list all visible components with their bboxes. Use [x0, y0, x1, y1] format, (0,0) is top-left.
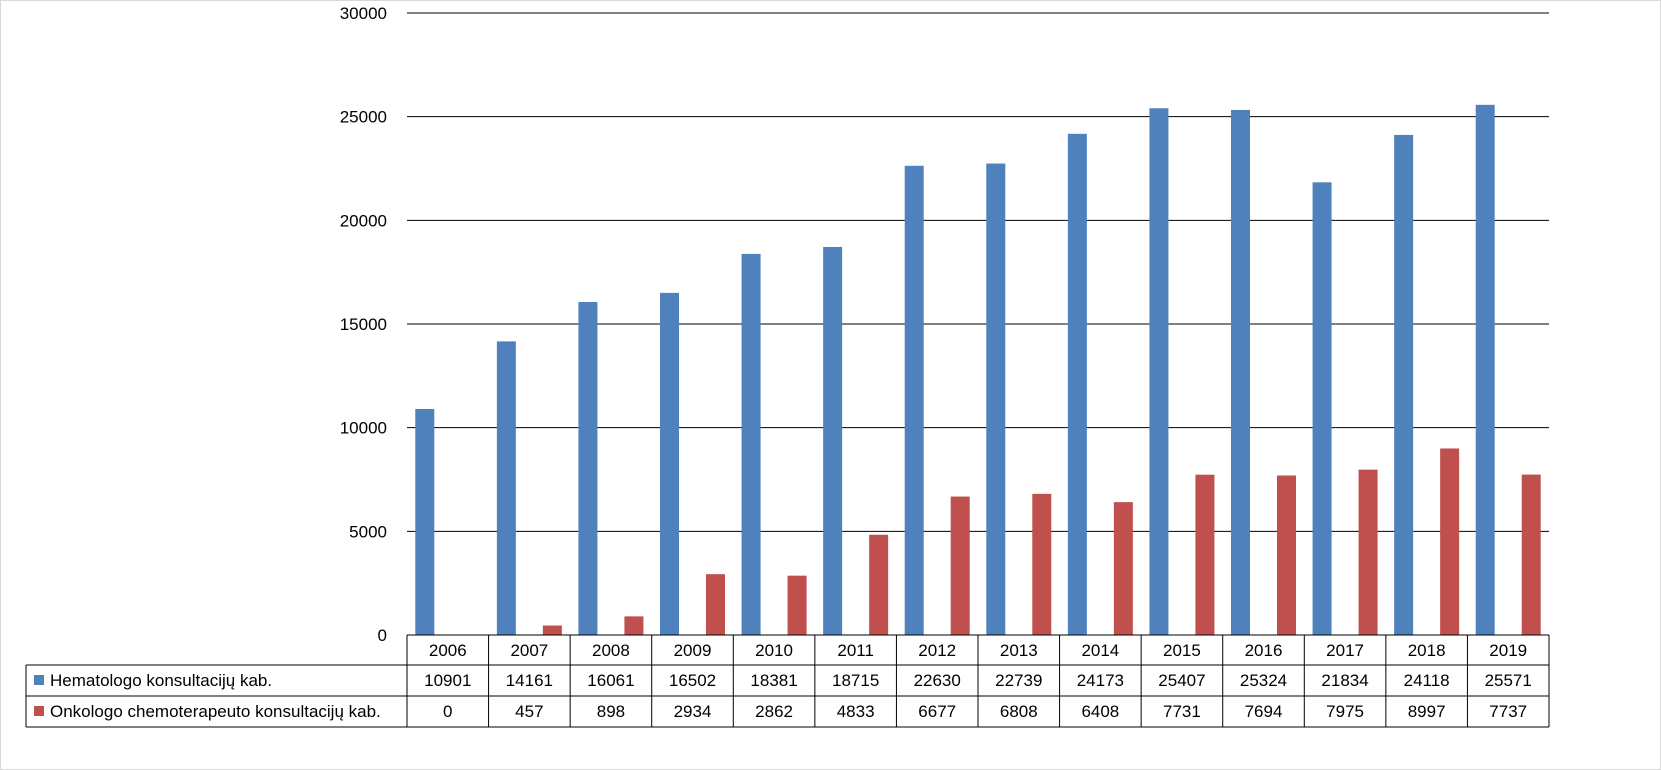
category-label: 2015: [1163, 641, 1201, 660]
series-name: Hematologo konsultacijų kab.: [50, 671, 272, 690]
data-table-value: 2862: [755, 702, 793, 721]
bar-onkologo: [1277, 475, 1296, 635]
series-name: Onkologo chemoterapeuto konsultacijų kab…: [50, 702, 381, 721]
category-label: 2019: [1489, 641, 1527, 660]
data-table-value: 14161: [506, 671, 553, 690]
category-label: 2007: [510, 641, 548, 660]
category-label: 2011: [837, 641, 874, 660]
bar-onkologo: [1032, 493, 1052, 635]
bar-hematologo: [1149, 108, 1169, 635]
bar-onkologo: [1358, 469, 1378, 635]
legend-key-onkologo: [34, 706, 44, 716]
data-table-value: 6677: [918, 702, 956, 721]
y-axis: 30000 25000 20000 15000 10000 5000 0: [340, 4, 387, 645]
bar-onkologo: [950, 496, 970, 635]
data-table-value: 7694: [1245, 702, 1283, 721]
data-table-value: 22739: [995, 671, 1042, 690]
category-label: 2014: [1081, 641, 1119, 660]
legend-key-hematologo: [34, 675, 44, 685]
bar-hematologo: [904, 165, 924, 635]
bar-onkologo: [542, 625, 562, 635]
data-table-value: 6808: [1000, 702, 1038, 721]
data-table-value: 16061: [587, 671, 634, 690]
data-table-value: 898: [597, 702, 625, 721]
bar-hematologo: [1231, 109, 1250, 635]
bar-onkologo: [1440, 448, 1460, 635]
bar-onkologo: [706, 574, 725, 635]
data-table-value: 16502: [669, 671, 716, 690]
data-table-value: 24118: [1404, 671, 1450, 690]
data-table-value: 7975: [1326, 702, 1364, 721]
category-label: 2009: [674, 641, 712, 660]
y-tick-label: 5000: [349, 522, 387, 541]
category-label: 2018: [1408, 641, 1446, 660]
category-label: 2017: [1326, 641, 1364, 660]
bar-hematologo: [741, 253, 761, 635]
bar-hematologo: [1475, 104, 1495, 635]
y-tick-label: 30000: [340, 4, 387, 23]
y-tick-label: 0: [378, 626, 387, 645]
data-table-value: 18381: [750, 671, 797, 690]
bar-hematologo: [660, 292, 679, 635]
bar-onkologo: [1195, 474, 1215, 635]
y-tick-label: 10000: [340, 419, 387, 438]
data-table-value: 10901: [424, 671, 471, 690]
bar-onkologo: [1113, 502, 1133, 635]
data-table-value: 7731: [1163, 702, 1201, 721]
bar-onkologo: [787, 575, 807, 635]
bar-hematologo: [496, 341, 516, 635]
data-table: 2006 2007 2008 2009 2010 2011 2012 2013 2014 2015…: [25, 634, 1550, 728]
data-table-value: 4833: [837, 702, 875, 721]
bar-hematologo: [578, 302, 598, 635]
bar-onkologo: [1521, 474, 1541, 635]
bar-hematologo: [415, 408, 435, 635]
bar-hematologo: [823, 246, 843, 636]
category-label: 2012: [918, 641, 956, 660]
data-table-value: 25407: [1158, 671, 1205, 690]
gridlines: [407, 12, 1549, 532]
data-table-value: 24173: [1077, 671, 1124, 690]
data-table-value: 457: [515, 702, 543, 721]
data-table-value: 18715: [832, 671, 879, 690]
bar-hematologo: [1394, 134, 1414, 635]
y-tick-label: 15000: [340, 315, 387, 334]
y-tick-label: 25000: [340, 108, 387, 127]
data-table-value: 0: [443, 702, 452, 721]
bar-onkologo: [624, 616, 644, 635]
data-table-value: 6408: [1081, 702, 1119, 721]
data-table-value: 8997: [1408, 702, 1446, 721]
category-label: 2008: [592, 641, 630, 660]
category-label: 2013: [1000, 641, 1038, 660]
data-table-value: 21834: [1321, 671, 1368, 690]
data-table-value: 25571: [1485, 671, 1532, 690]
bars: [415, 104, 1541, 636]
data-table-value: 22630: [914, 671, 961, 690]
bar-hematologo: [1067, 133, 1087, 635]
category-label: 2016: [1245, 641, 1283, 660]
y-tick-label: 20000: [340, 211, 387, 230]
bar-onkologo: [869, 534, 889, 635]
bar-hematologo: [986, 163, 1006, 635]
category-label: 2006: [429, 641, 467, 660]
data-table-value: 2934: [674, 702, 712, 721]
data-table-value: 25324: [1240, 671, 1287, 690]
data-table-value: 7737: [1489, 702, 1527, 721]
bar-hematologo: [1312, 182, 1332, 635]
category-label: 2010: [755, 641, 793, 660]
